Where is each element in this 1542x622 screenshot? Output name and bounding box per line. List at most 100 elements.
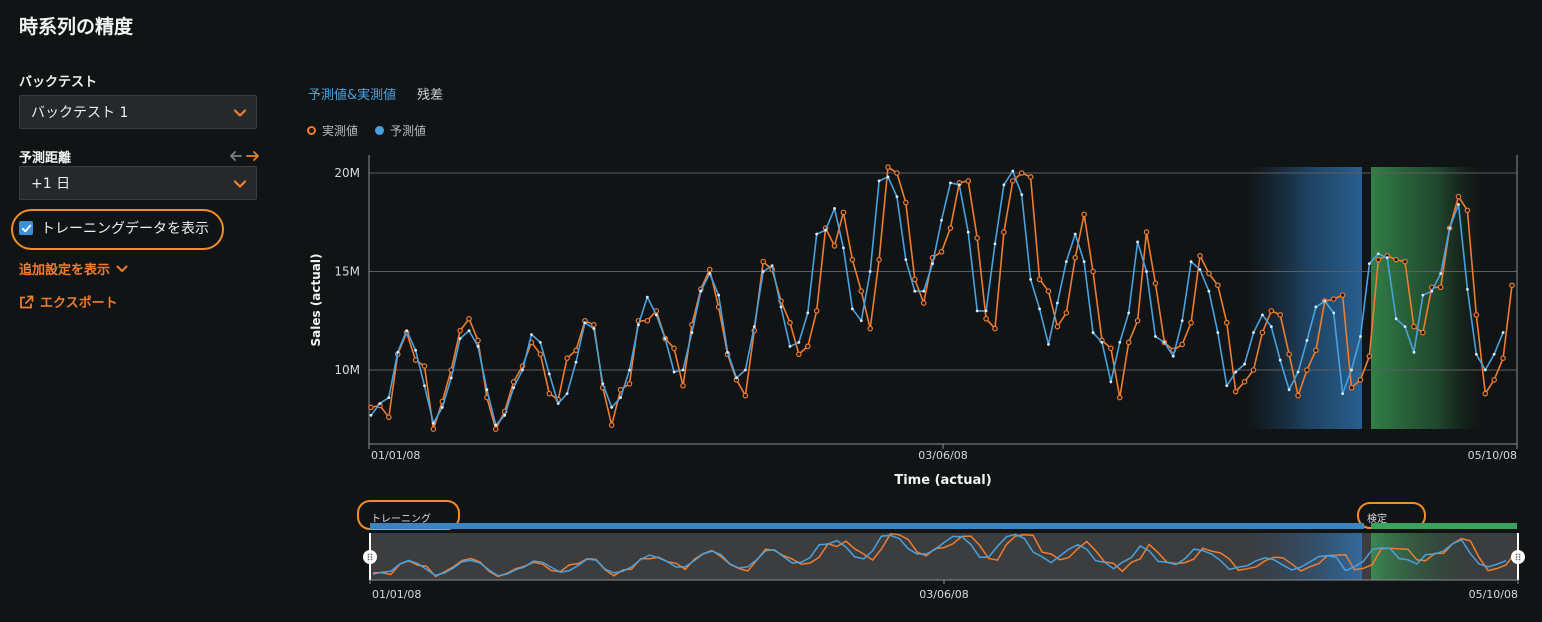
predicted-point[interactable] — [663, 337, 667, 340]
horizon-select[interactable]: +1 日 — [19, 166, 257, 200]
actual-point[interactable] — [1116, 394, 1123, 401]
actual-point[interactable] — [1411, 323, 1417, 330]
actual-point[interactable] — [421, 363, 428, 369]
predicted-point[interactable] — [530, 333, 533, 336]
predicted-point[interactable] — [708, 272, 712, 275]
predicted-point[interactable] — [405, 329, 409, 332]
predicted-point[interactable] — [654, 313, 658, 317]
actual-point[interactable] — [466, 315, 472, 322]
actual-point[interactable] — [992, 325, 998, 332]
predicted-point[interactable] — [628, 368, 631, 372]
actual-point[interactable] — [796, 351, 802, 358]
predicted-point[interactable] — [743, 368, 747, 372]
predicted-point[interactable] — [1252, 331, 1255, 334]
predicted-point[interactable] — [993, 242, 997, 246]
actual-point[interactable] — [876, 256, 882, 263]
predicted-point[interactable] — [850, 307, 854, 311]
actual-point[interactable] — [1509, 282, 1515, 289]
actual-point[interactable] — [368, 404, 374, 411]
predicted-point[interactable] — [1287, 388, 1291, 392]
actual-point[interactable] — [1108, 345, 1114, 352]
actual-point[interactable] — [1375, 256, 1382, 263]
predicted-point[interactable] — [824, 228, 828, 232]
actual-point[interactable] — [1348, 384, 1355, 391]
actual-point[interactable] — [911, 276, 918, 283]
actual-point[interactable] — [1045, 288, 1052, 295]
predicted-point[interactable] — [1029, 277, 1033, 281]
predicted-point[interactable] — [1448, 226, 1452, 230]
predicted-point[interactable] — [1082, 260, 1086, 264]
predicted-point[interactable] — [1136, 240, 1140, 244]
actual-point[interactable] — [938, 249, 945, 255]
predicted-point[interactable] — [521, 368, 524, 372]
predicted-point[interactable] — [1359, 335, 1362, 338]
actual-point[interactable] — [849, 256, 856, 263]
predicted-point[interactable] — [1091, 331, 1095, 334]
predicted-point[interactable] — [1064, 260, 1068, 264]
predicted-point[interactable] — [1100, 341, 1104, 344]
time-navigator[interactable]: 01/01/08 03/06/08 05/10/08 — [355, 520, 1542, 622]
actual-point[interactable] — [813, 308, 820, 314]
actual-point[interactable] — [1090, 268, 1096, 275]
predicted-point[interactable] — [476, 344, 480, 348]
actual-point[interactable] — [1277, 312, 1284, 318]
actual-point[interactable] — [1455, 193, 1462, 200]
actual-point[interactable] — [1072, 254, 1079, 261]
predicted-point[interactable] — [1002, 183, 1006, 187]
actual-point[interactable] — [1010, 178, 1016, 184]
actual-point[interactable] — [1339, 292, 1346, 298]
predicted-point[interactable] — [574, 360, 578, 364]
predicted-point[interactable] — [699, 289, 703, 293]
actual-point[interactable] — [1027, 174, 1034, 180]
predicted-point[interactable] — [1047, 342, 1050, 346]
actual-point[interactable] — [858, 288, 865, 295]
actual-point[interactable] — [564, 355, 570, 361]
actual-point[interactable] — [1357, 377, 1364, 383]
predicted-point[interactable] — [512, 386, 516, 390]
actual-point[interactable] — [885, 164, 891, 170]
predicted-point[interactable] — [1118, 341, 1122, 344]
predicted-point[interactable] — [913, 289, 917, 293]
actual-point[interactable] — [626, 380, 633, 387]
actual-point[interactable] — [840, 209, 847, 216]
predicted-point[interactable] — [485, 388, 489, 392]
actual-point[interactable] — [903, 199, 909, 206]
predicted-point[interactable] — [601, 382, 605, 386]
predicted-point[interactable] — [1350, 368, 1353, 372]
predicted-point[interactable] — [1412, 350, 1416, 354]
predicted-point[interactable] — [1314, 305, 1318, 309]
export-link[interactable]: エクスポート — [19, 292, 118, 311]
predicted-point[interactable] — [1439, 272, 1443, 275]
actual-point[interactable] — [1197, 252, 1203, 259]
predicted-point[interactable] — [431, 421, 435, 425]
actual-point[interactable] — [983, 315, 989, 322]
predicted-point[interactable] — [583, 321, 587, 325]
actual-point[interactable] — [1420, 329, 1426, 336]
accuracy-chart[interactable]: 10M 15M 20M 01/01/08 03/06/08 05/10/08 Sales… — [300, 150, 1542, 495]
actual-point[interactable] — [1402, 258, 1408, 265]
predicted-point[interactable] — [1243, 362, 1246, 366]
actual-point[interactable] — [546, 390, 553, 397]
actual-point[interactable] — [475, 337, 481, 344]
predicted-point[interactable] — [1394, 317, 1398, 321]
actual-point[interactable] — [1313, 347, 1319, 354]
predicted-point[interactable] — [690, 331, 694, 334]
predicted-point[interactable] — [467, 329, 471, 332]
predicted-point[interactable] — [1154, 335, 1157, 338]
predicted-point[interactable] — [1501, 331, 1505, 334]
predicted-point[interactable] — [940, 218, 943, 222]
actual-point[interactable] — [1482, 390, 1489, 397]
predicted-point[interactable] — [645, 295, 649, 299]
predicted-point[interactable] — [797, 341, 801, 344]
predicted-point[interactable] — [1261, 313, 1264, 317]
predicted-point[interactable] — [1296, 370, 1300, 374]
predicted-point[interactable] — [1216, 331, 1220, 334]
predicted-point[interactable] — [503, 413, 507, 417]
predicted-point[interactable] — [556, 402, 560, 405]
actual-point[interactable] — [894, 170, 900, 176]
actual-point[interactable] — [1491, 377, 1497, 383]
actual-point[interactable] — [1215, 282, 1221, 289]
left-drag-handle[interactable] — [363, 550, 377, 564]
actual-point[interactable] — [680, 382, 686, 389]
predicted-point[interactable] — [458, 337, 462, 340]
